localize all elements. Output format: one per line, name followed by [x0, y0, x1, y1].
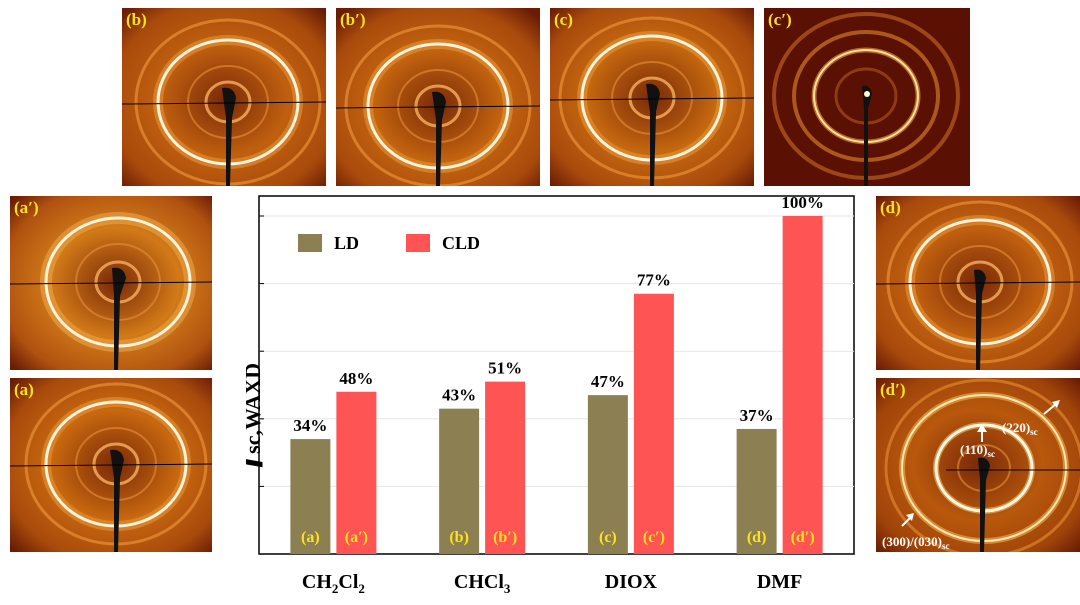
value-label: 47%: [591, 372, 625, 391]
waxd-panel-c: (c): [550, 8, 754, 186]
waxd-panel-b-prime: (b′): [336, 8, 540, 186]
bar-chart: 34% (a) 43% (b) 47% (c) 37% (d) 48% (a′) 51% (b′) 77…: [218, 190, 866, 600]
plot-frame: [258, 195, 855, 555]
panel-label: (b′): [340, 10, 366, 29]
bar-panel-label: (d′): [791, 529, 815, 546]
panel-label: (d′): [880, 380, 906, 399]
bar-panel-label: (a): [301, 529, 320, 546]
x-category-label: CHCl3: [454, 571, 511, 596]
panel-label: (a): [14, 380, 34, 399]
panel-label: (c): [554, 10, 573, 29]
waxd-panel-a: (a): [10, 378, 212, 552]
waxd-pattern-a: [10, 378, 212, 552]
bar-ld: [736, 428, 777, 554]
waxd-pattern-c: [550, 8, 754, 186]
value-label: 43%: [442, 386, 476, 405]
x-category-label: DIOX: [605, 571, 658, 593]
waxd-panel-d: (d): [876, 196, 1080, 370]
annotation-300-030: (300)/(030)sc: [882, 534, 949, 551]
panel-label: (c′): [768, 10, 792, 29]
waxd-pattern-d-prime: (110)sc (220)sc (300)/(030)sc: [876, 378, 1080, 552]
waxd-panel-a-prime: (a′): [10, 196, 212, 370]
waxd-panel-b: (b): [122, 8, 326, 186]
legend-swatch-ld: [298, 234, 322, 252]
bar-panel-label: (b): [449, 529, 469, 546]
bar-chart-svg: 34% (a) 43% (b) 47% (c) 37% (d) 48% (a′) 51% (b′) 77…: [218, 193, 855, 596]
waxd-pattern-b: [122, 8, 326, 186]
waxd-pattern-a-prime: [10, 196, 212, 370]
y-axis-label: fsc,WAXD: [246, 363, 265, 467]
legend-swatch-cld: [406, 234, 430, 252]
bar-panel-label: (a′): [345, 529, 368, 546]
waxd-panel-d-prime: (110)sc (220)sc (300)/(030)sc (d′): [876, 378, 1080, 552]
bar-cld: [633, 293, 674, 554]
waxd-panel-c-prime: (c′): [764, 8, 970, 186]
bar-cld: [782, 216, 823, 554]
value-label: 51%: [488, 359, 522, 378]
legend-label-cld: CLD: [442, 233, 480, 253]
waxd-pattern-c-prime: [764, 8, 970, 186]
bar-cld: [485, 381, 526, 554]
annotation-220: (220)sc: [1002, 420, 1038, 437]
panel-label: (d): [880, 198, 901, 217]
arrow-icon: [1043, 400, 1060, 415]
value-label: 77%: [637, 271, 671, 290]
bar-panel-label: (c): [599, 529, 617, 546]
value-label: 34%: [293, 416, 327, 435]
arrow-icon: [977, 424, 987, 442]
arrow-icon: [901, 513, 914, 527]
value-label: 48%: [339, 369, 373, 388]
value-label: 37%: [740, 406, 774, 425]
bar-ld: [290, 439, 331, 554]
x-category-label: DMF: [757, 571, 803, 593]
waxd-pattern-b-prime: [336, 8, 540, 186]
value-label: 100%: [781, 193, 824, 212]
bar-panel-label: (c′): [643, 529, 665, 546]
bar-ld: [587, 395, 628, 554]
panel-label: (b): [126, 10, 147, 29]
bar-cld: [336, 391, 377, 554]
waxd-pattern-d: [876, 196, 1080, 370]
panel-label: (a′): [14, 198, 39, 217]
x-category-label: CH2Cl2: [302, 571, 365, 596]
annotation-110: (110)sc: [960, 442, 995, 459]
bar-ld: [439, 408, 480, 554]
bar-panel-label: (d): [747, 529, 767, 546]
legend-label-ld: LD: [334, 233, 359, 253]
bar-panel-label: (b′): [493, 529, 517, 546]
